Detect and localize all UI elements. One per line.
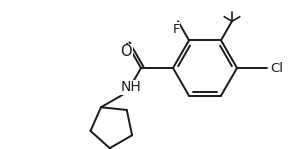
- Text: F: F: [172, 23, 180, 36]
- Text: Cl: Cl: [271, 62, 284, 74]
- Text: NH: NH: [121, 80, 141, 94]
- Text: O: O: [120, 44, 132, 59]
